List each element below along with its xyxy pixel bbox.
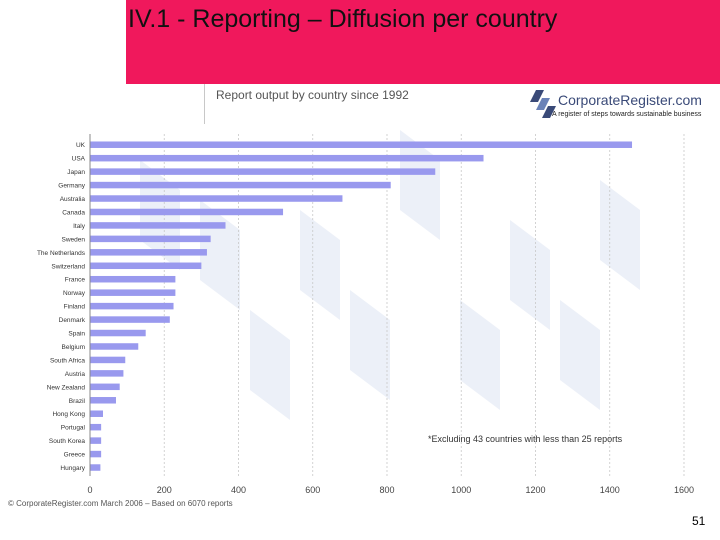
bar	[90, 437, 102, 444]
category-label: Germany	[58, 183, 85, 190]
footnote: *Excluding 43 countries with less than 2…	[428, 434, 623, 444]
bar	[90, 383, 120, 391]
watermark-shape	[350, 290, 390, 400]
category-labels: UK USA Japan Germany Australia Canada Italy Swe…	[37, 142, 86, 472]
header-divider	[204, 84, 205, 124]
slide-title: IV.1 - Reporting – Diffusion per country	[128, 5, 558, 33]
watermark-shape	[250, 310, 290, 420]
x-tick-labels: 0 200 400 600 800 1000 1200 1400 1600	[87, 485, 694, 495]
x-tick-label: 800	[379, 485, 394, 495]
bar-chart: UK USA Japan Germany Australia Canada Italy Swe…	[37, 130, 694, 495]
bar	[90, 222, 226, 229]
x-tick-label: 200	[157, 485, 172, 495]
category-label: Spain	[68, 331, 85, 338]
bar	[90, 423, 102, 431]
x-tick-label: 1200	[525, 485, 545, 495]
category-label: USA	[72, 156, 86, 163]
category-label: Belgium	[62, 344, 85, 351]
bar	[90, 181, 391, 189]
category-label: New Zealand	[47, 384, 86, 391]
category-label: Hungary	[60, 465, 85, 472]
category-label: France	[65, 277, 86, 284]
category-label: Sweden	[62, 236, 86, 243]
bar	[90, 141, 633, 148]
category-label: UK	[76, 142, 86, 149]
watermark-shape	[460, 300, 500, 410]
category-label: Switzerland	[51, 263, 85, 270]
category-label: Portugal	[61, 425, 86, 432]
bar	[90, 356, 126, 364]
bar	[90, 343, 139, 350]
category-label: South Africa	[50, 357, 85, 364]
corporate-register-logo: CorporateRegister.com A register of step…	[528, 88, 708, 128]
category-label: Hong Kong	[52, 411, 85, 418]
bar	[90, 410, 103, 417]
watermark-shape	[300, 210, 340, 320]
bar	[90, 464, 101, 471]
bars	[90, 141, 633, 471]
bar	[90, 329, 146, 337]
bar	[90, 302, 174, 310]
logo-tagline: A register of steps towards sustainable …	[552, 111, 702, 118]
bar	[90, 316, 170, 323]
category-label: The Netherlands	[37, 250, 86, 257]
watermark-shape	[510, 220, 550, 330]
bar	[90, 370, 124, 377]
x-tick-label: 1400	[600, 485, 620, 495]
x-tick-label: 600	[305, 485, 320, 495]
grid-lines	[163, 134, 685, 476]
category-label: Australia	[60, 196, 86, 203]
bar	[90, 275, 176, 283]
watermark-shape	[600, 180, 640, 290]
bar	[90, 450, 102, 458]
category-label: Brazil	[69, 398, 86, 405]
bar	[90, 289, 176, 296]
x-tick-label: 400	[231, 485, 246, 495]
category-label: Japan	[67, 169, 85, 176]
watermark-shape	[560, 300, 600, 410]
bar	[90, 262, 202, 270]
category-label: Denmark	[59, 317, 86, 324]
title-bar: IV.1 - Reporting – Diffusion per country	[126, 0, 720, 84]
bar	[90, 168, 436, 175]
category-label: South Korea	[49, 438, 86, 445]
category-label: Norway	[63, 290, 86, 297]
bar	[90, 397, 116, 404]
category-label: Greece	[64, 452, 86, 459]
chart-title: Report output by country since 1992	[216, 88, 409, 102]
logo-mark-icon	[530, 90, 556, 118]
category-label: Italy	[73, 223, 86, 230]
bar	[90, 154, 484, 162]
category-label: Canada	[62, 209, 85, 216]
page-number: 51	[692, 514, 706, 528]
x-tick-label: 0	[87, 485, 92, 495]
bar	[90, 208, 284, 216]
source-note: © CorporateRegister.com March 2006 – Bas…	[8, 499, 233, 508]
bar	[90, 249, 207, 256]
bar	[90, 235, 211, 243]
x-tick-label: 1600	[674, 485, 694, 495]
bar	[90, 195, 343, 202]
logo-wordmark: CorporateRegister.com	[558, 92, 702, 108]
category-label: Finland	[64, 304, 86, 311]
category-label: Austria	[65, 371, 86, 378]
x-tick-label: 1000	[451, 485, 471, 495]
